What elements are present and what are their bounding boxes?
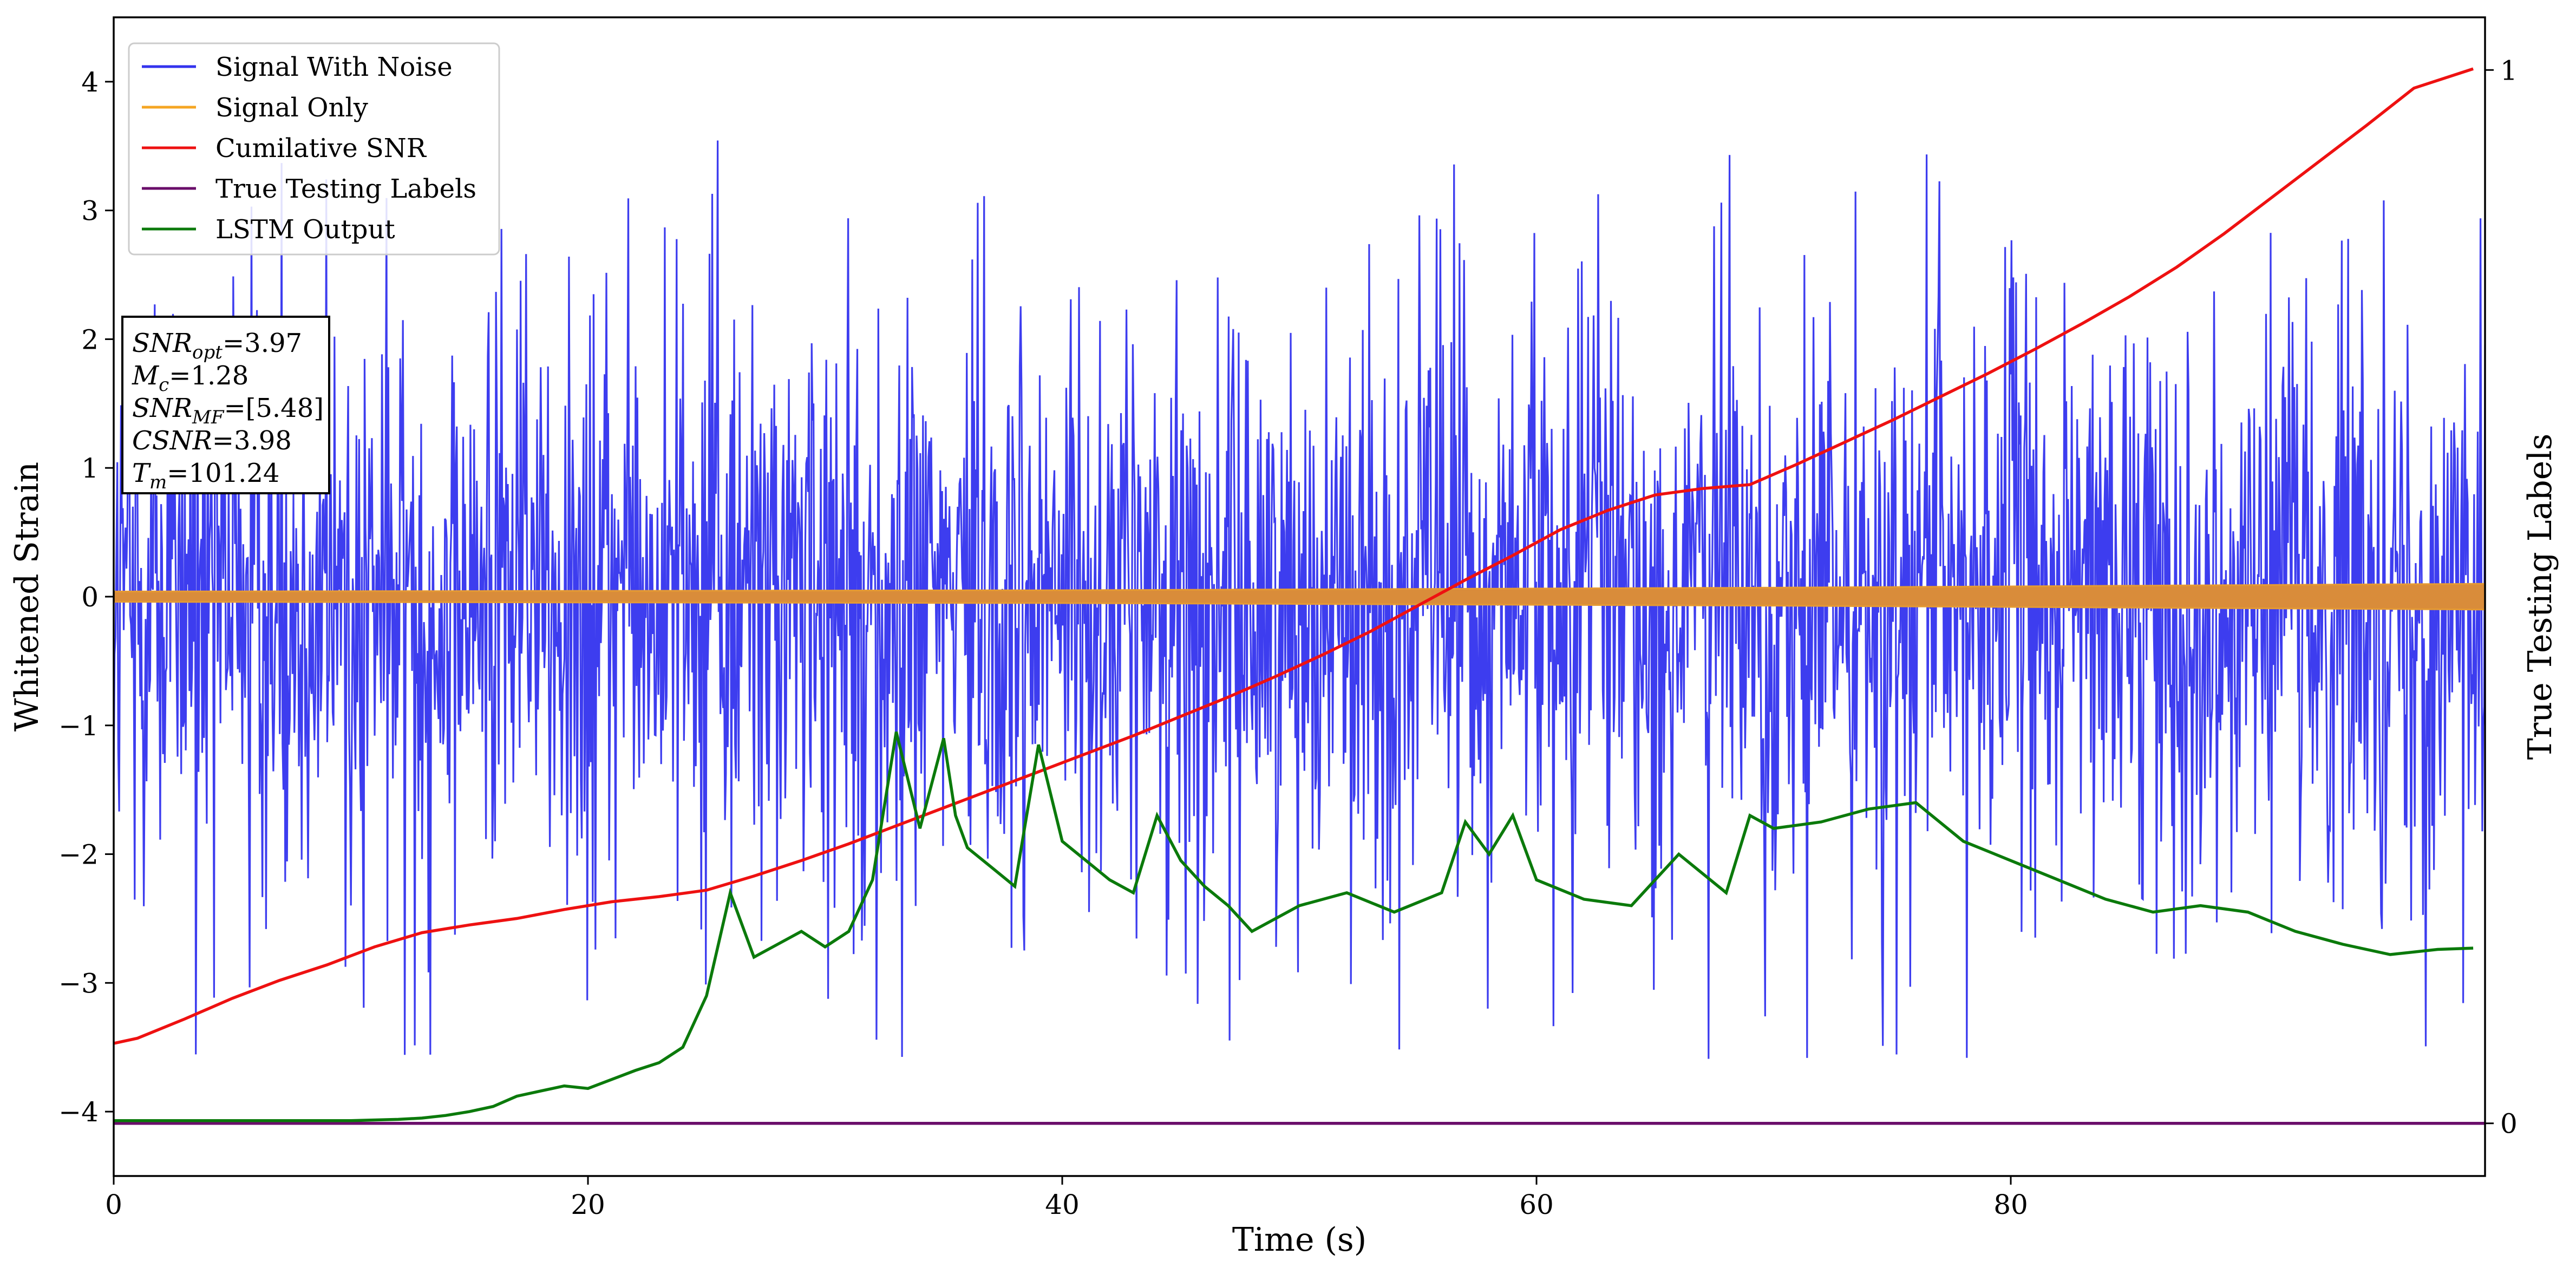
series-signal-only: [114, 583, 2485, 611]
y-right-tick-label: 1: [2500, 55, 2518, 86]
x-axis: 0 20 40 60 80: [105, 1176, 2028, 1220]
annotation-line: SNRopt=3.97: [132, 328, 302, 363]
plot-area: [114, 67, 2485, 1125]
y-tick-label: −4: [58, 1096, 99, 1128]
x-tick-label: 60: [1519, 1189, 1554, 1220]
y-right-tick-label: 0: [2500, 1108, 2518, 1140]
y-tick-label: 2: [81, 324, 99, 355]
annotation-line: CSNR=3.98: [132, 426, 292, 456]
annotation-line: Tm=101.24: [132, 458, 279, 493]
x-tick-label: 20: [571, 1189, 605, 1220]
series-cumilative-snr: [114, 67, 2474, 1045]
legend-label: True Testing Labels: [215, 174, 476, 204]
legend-label: Signal With Noise: [215, 52, 453, 82]
y-axis-right: 01: [2485, 55, 2518, 1140]
annotation-line: SNRMF=[5.48]: [132, 393, 324, 428]
y-tick-label: −1: [58, 710, 99, 742]
x-tick-label: 40: [1045, 1189, 1080, 1220]
legend-label: LSTM Output: [215, 214, 395, 245]
x-axis-label: Time (s): [1232, 1221, 1367, 1259]
y-axis-left: −4 −3 −2 −1 0 1 2 3 4: [58, 67, 114, 1128]
y-tick-label: 1: [81, 453, 99, 484]
y-tick-label: 4: [81, 67, 99, 98]
x-tick-label: 80: [1993, 1189, 2028, 1220]
legend: Signal With Noise Signal Only Cumilative S…: [128, 42, 500, 256]
legend-label: Cumilative SNR: [215, 133, 427, 164]
annotation-box: SNRopt=3.97Mc=1.28SNRMF=[5.48]CSNR=3.98T…: [121, 316, 330, 494]
x-tick-label: 0: [105, 1189, 122, 1220]
y-tick-label: −3: [58, 968, 99, 999]
annotation-line: Mc=1.28: [132, 361, 249, 396]
legend-label: Signal Only: [215, 93, 368, 123]
y-tick-label: −2: [58, 839, 99, 871]
legend-box: [128, 42, 500, 256]
y-axis-label: Whitened Strain: [8, 462, 46, 731]
series-lstm-output: [114, 731, 2474, 1122]
series-signal-with-noise: [114, 140, 2485, 1059]
annotation-frame: [121, 316, 330, 494]
y-axis-right-label: True Testing Labels: [2521, 434, 2559, 760]
y-tick-label: 3: [81, 195, 99, 227]
y-tick-label: 0: [81, 582, 99, 613]
